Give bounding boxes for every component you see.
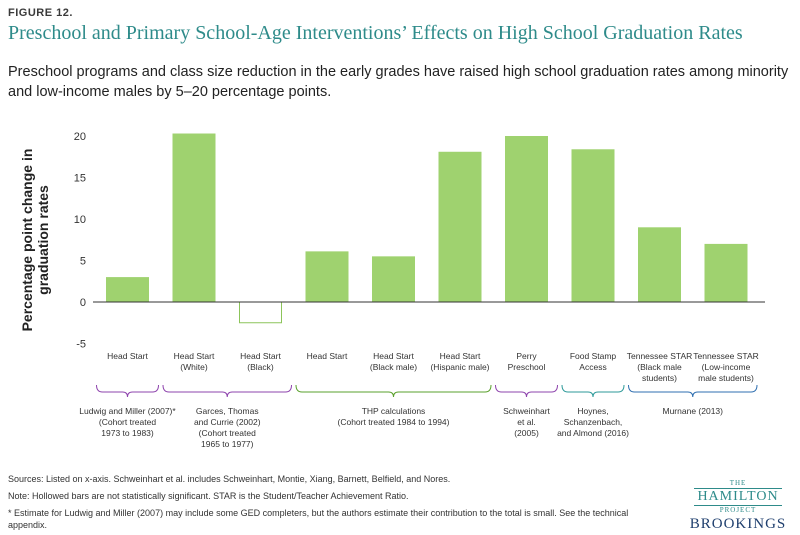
logo-the: THE [729,479,747,487]
category-label: Head Start [240,351,281,361]
bar-hollow [239,301,282,324]
y-tick-label: 20 [74,131,86,143]
group-label: 1965 to 1977) [201,439,254,449]
logo-brookings: BROOKINGS [689,516,787,532]
group-label: Garces, Thomas [196,406,259,416]
y-tick-label: -5 [76,339,86,351]
group-label: (Cohort treated [99,417,156,427]
bar [704,243,748,302]
category-label: students) [642,373,677,383]
bar [172,133,216,302]
group-bracket [495,384,558,398]
category-label: Head Start [174,351,215,361]
category-label: Head Start [440,351,481,361]
group-label: (Cohort treated 1984 to 1994) [338,417,450,427]
group-label: 1973 to 1983) [101,428,154,438]
bar [305,251,349,302]
group-label: Schanzenbach, [564,417,623,427]
bar [571,149,615,302]
category-label: Tennessee STAR [627,351,693,361]
footnote-text: * Estimate for Ludwig and Miller (2007) … [8,508,629,530]
chart-subtitle: Preschool programs and class size reduct… [8,64,789,100]
group-bracket [162,384,292,398]
sources-text: Sources: Listed on x-axis. Schweinhart e… [8,474,451,484]
group-label: THP calculations [362,406,426,416]
bar-chart: 20 15 10 5 0 -5 Percentage point change ingrad… [19,131,765,449]
logo-hamilton: HAMILTON [694,488,782,506]
group-bracket [628,384,758,398]
hamilton-brookings-logo: THE HAMILTON PROJECT BROOKINGS [683,479,793,533]
bar [505,136,548,302]
group-bracket [96,384,159,398]
y-axis-label: Percentage point change ingraduation rat… [19,149,51,332]
category-label: (White) [180,362,208,372]
y-tick-label: 15 [74,173,86,185]
group-bracket [295,384,492,398]
category-label: Preschool [508,362,546,372]
category-label: (Hispanic male) [430,362,489,372]
y-tick-label: 0 [80,297,86,309]
category-label: Head Start [373,351,414,361]
category-label: Tennessee STAR [693,351,759,361]
chart-title: Preschool and Primary School-Age Interve… [8,22,743,44]
bar [438,151,482,302]
category-label: Access [579,362,606,372]
bar [106,277,149,302]
group-label: Hoynes, [577,406,608,416]
category-label: Head Start [107,351,148,361]
group-label: et al. [517,417,535,427]
note-text: Note: Hollowed bars are not statisticall… [8,491,409,501]
group-label: and Almond (2016) [557,428,629,438]
category-label: Head Start [307,351,348,361]
bar [372,256,415,302]
category-label: (Black male) [370,362,417,372]
group-label: (Cohort treated [199,428,256,438]
group-label: Schweinhart [503,406,550,416]
logo-project: PROJECT [719,506,757,514]
y-tick-label: 5 [80,256,86,268]
group-label: Ludwig and Miller (2007)* [79,406,176,416]
y-tick-label: 10 [74,214,86,226]
category-label: (Black male [637,362,682,372]
figure-label: FIGURE 12. [8,7,73,19]
category-label: (Low-income [702,362,751,372]
bar [638,227,681,302]
category-label: Perry [516,351,537,361]
group-label: (2005) [514,428,539,438]
group-bracket [561,384,625,398]
category-label: Food Stamp [570,351,617,361]
group-label: Murnane (2013) [663,406,724,416]
group-label: and Currie (2002) [194,417,261,427]
category-label: male students) [698,373,754,383]
category-label: (Black) [247,362,274,372]
